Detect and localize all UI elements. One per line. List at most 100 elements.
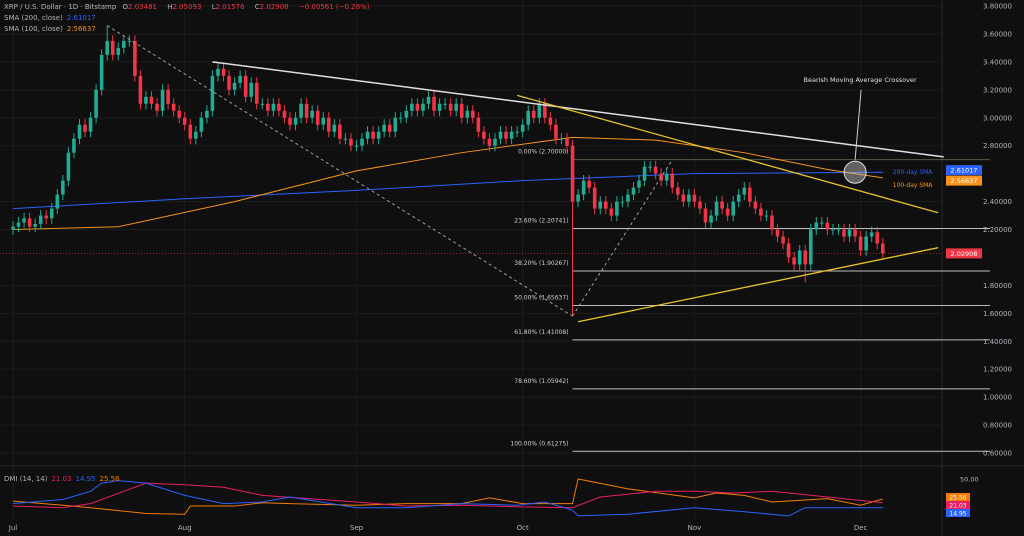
candle-body — [421, 103, 425, 111]
candle-body — [515, 131, 519, 133]
candle-body — [171, 103, 176, 111]
candle-body — [748, 187, 752, 202]
candle-body — [33, 223, 37, 227]
sma100-legend[interactable]: SMA (100, close) 2.56637 — [4, 25, 100, 33]
candle-body — [681, 194, 686, 202]
candle-body — [576, 194, 580, 202]
candle-body — [831, 229, 835, 231]
candle-body — [199, 117, 204, 132]
candle-body — [404, 110, 409, 118]
fib-level-label: 38.20% (1.90267) — [514, 260, 568, 267]
dmi-badge-label: 14.95 — [949, 511, 966, 518]
candle-body — [770, 215, 774, 230]
candle-body — [454, 103, 458, 111]
candle-body — [249, 82, 254, 97]
candle-body — [803, 250, 808, 265]
candle-body — [775, 229, 780, 237]
candle-body — [509, 131, 514, 139]
candle-body — [565, 138, 569, 146]
dmi-line-+DI — [12, 480, 883, 517]
dmi-badge — [946, 501, 970, 509]
price-tick-label: 1.60000 — [983, 310, 1012, 318]
candle-body — [731, 201, 735, 216]
candle-body — [376, 131, 381, 139]
price-tick-label: 1.00000 — [983, 394, 1012, 402]
candle-body — [709, 215, 713, 223]
candle-body — [642, 166, 647, 181]
dmi-badge — [946, 493, 970, 501]
candle-body — [315, 110, 320, 125]
candle-body — [72, 138, 76, 153]
candle-body — [77, 124, 82, 139]
open-label: O — [122, 3, 129, 11]
dmi-badge-label: 21.03 — [949, 503, 966, 510]
dmi-legend[interactable]: DMI (14, 14) 21.03 14.95 25.56 — [4, 475, 124, 483]
candle-body — [94, 89, 98, 118]
price-tick-label: 3.60000 — [983, 30, 1012, 38]
candle-body — [598, 201, 603, 209]
candle-body — [570, 145, 575, 202]
candle-body — [61, 180, 65, 195]
candle-body — [742, 187, 747, 195]
candle-body — [720, 201, 724, 209]
sma100-chart-label: 100-day SMA — [893, 182, 934, 189]
candle-body — [526, 110, 531, 125]
candle-body — [493, 138, 497, 146]
candle-body — [676, 187, 680, 195]
candle-body — [543, 103, 547, 118]
candle-body — [110, 40, 115, 55]
candle-body — [869, 232, 874, 237]
candle-body — [188, 124, 193, 139]
candle-body — [393, 117, 398, 132]
candle-body — [343, 138, 348, 140]
candle-body — [338, 124, 342, 139]
candle-body — [304, 103, 309, 118]
candle-body — [432, 96, 436, 111]
candle-body — [354, 145, 359, 147]
sma200-legend[interactable]: SMA (200, close) 2.61017 — [4, 14, 100, 22]
candle-body — [637, 180, 641, 188]
candle-body — [531, 110, 536, 118]
price-tick-label: 2.20000 — [983, 226, 1012, 234]
candle-body — [288, 117, 292, 125]
close-label: C — [254, 3, 260, 11]
candle-body — [116, 47, 121, 55]
candle-body — [880, 243, 885, 254]
fib-level-label: 0.00% (2.70000) — [518, 149, 568, 156]
candle-body — [205, 110, 209, 118]
candle-body — [232, 82, 237, 90]
candle-body — [471, 110, 475, 118]
candle-body — [498, 131, 503, 139]
price-tick-label: 3.20000 — [983, 86, 1012, 94]
sma200-value: 2.61017 — [66, 14, 96, 22]
trendline-upper-resistance — [212, 61, 944, 158]
change-value: −0.00561 (−0.28%) — [298, 3, 370, 11]
candle-body — [22, 218, 26, 223]
candle-body — [781, 236, 785, 244]
date-tick-label: Sep — [350, 524, 364, 532]
dmi-plus-value: 14.95 — [75, 475, 96, 483]
sma200-chart-label: 200-day SMA — [893, 169, 934, 176]
dmi-label: DMI (14, 14) — [4, 475, 48, 483]
candle-body — [166, 89, 170, 104]
candle-body — [138, 75, 143, 104]
candle-body — [11, 226, 15, 230]
crossover-highlight-circle — [843, 160, 867, 184]
last-price-badge-label: 2.02908 — [951, 250, 978, 258]
candle-body — [44, 215, 49, 219]
date-tick-label: Jul — [8, 524, 18, 532]
dmi-adx-value: 25.56 — [99, 475, 120, 483]
dmi-badge-label: 25.56 — [949, 495, 966, 502]
candle-body — [221, 68, 226, 76]
candle-body — [55, 194, 60, 209]
candle-body — [382, 124, 386, 132]
close-value: 2.02908 — [259, 3, 289, 11]
candle-body — [537, 103, 542, 118]
last-price-badge — [946, 248, 982, 259]
price-tick-label: 0.60000 — [983, 450, 1012, 458]
candle-body — [299, 103, 303, 118]
candle-body — [836, 229, 841, 231]
dmi-minus-value: 21.03 — [51, 475, 72, 483]
high-value: 2.05093 — [172, 3, 202, 11]
